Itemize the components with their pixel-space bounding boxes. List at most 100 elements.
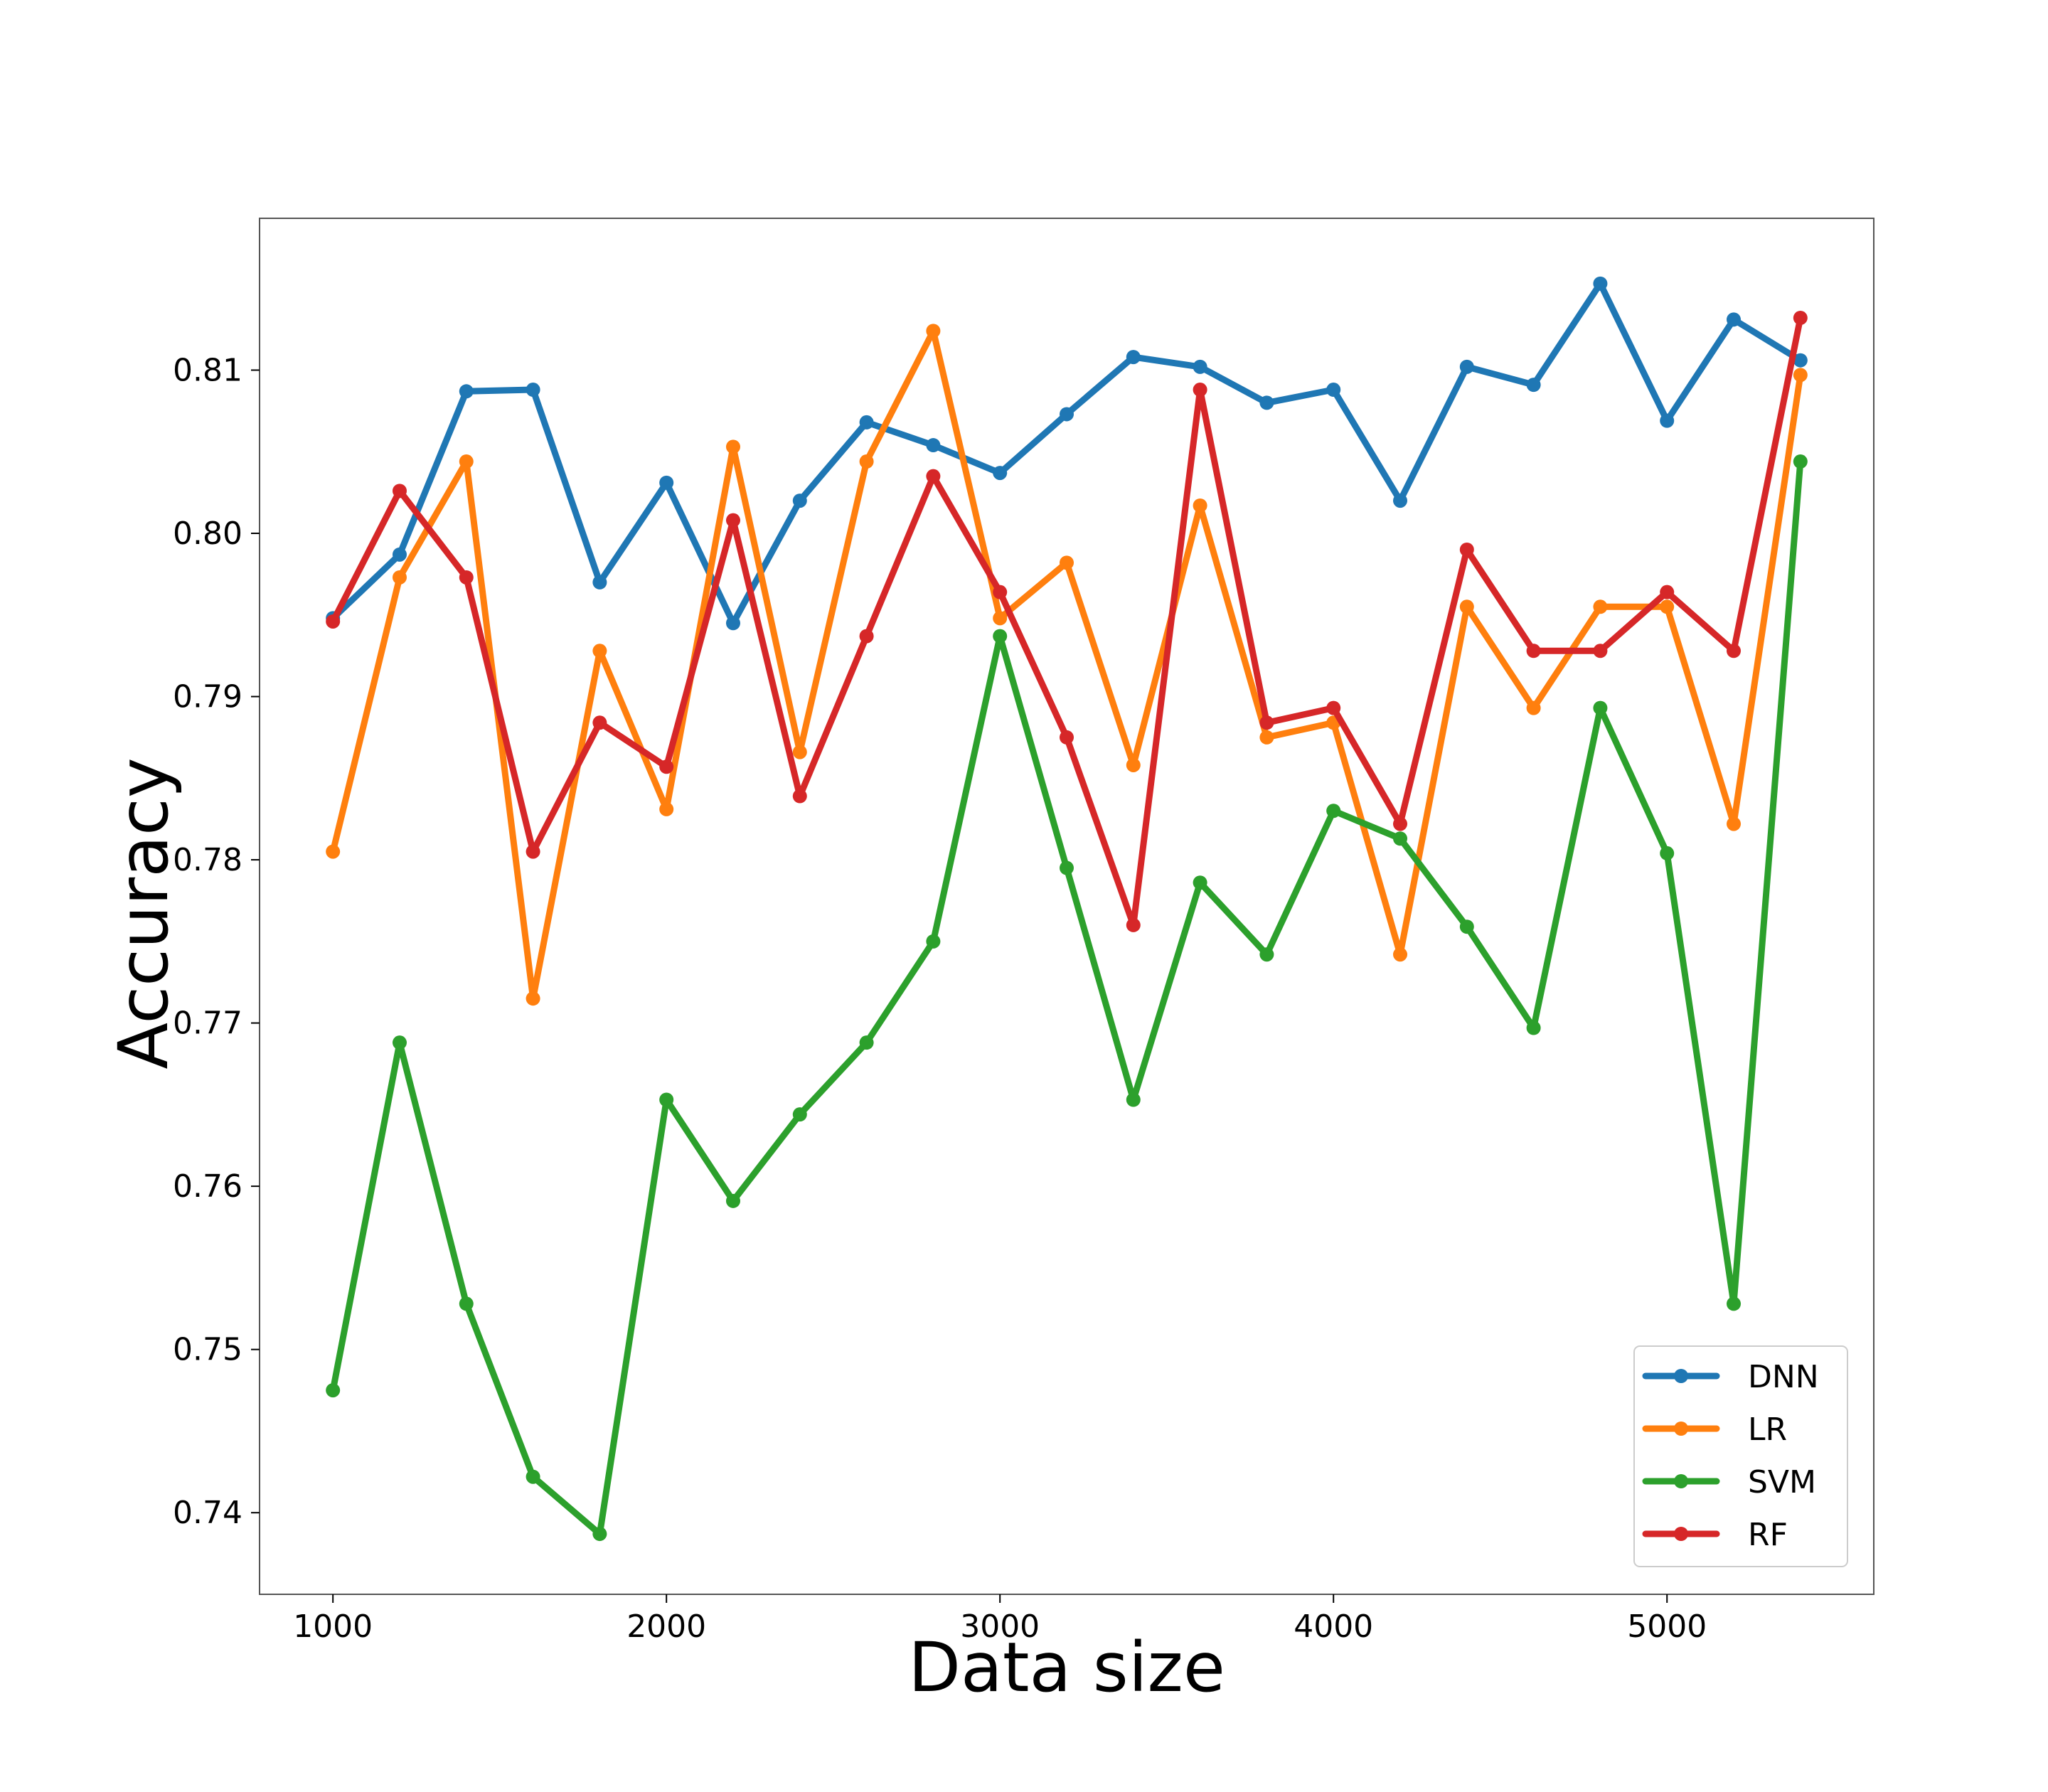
data-point-lr — [1193, 498, 1207, 513]
data-point-lr — [792, 745, 807, 759]
data-point-lr — [926, 324, 941, 338]
data-point-rf — [1793, 311, 1808, 326]
data-point-lr — [725, 439, 740, 454]
data-point-svm — [926, 934, 941, 949]
data-point-svm — [1459, 919, 1474, 934]
legend-label: SVM — [1748, 1464, 1816, 1500]
data-point-rf — [1126, 917, 1141, 932]
legend-swatch-marker — [1674, 1369, 1688, 1383]
data-point-rf — [1593, 644, 1608, 658]
data-point-lr — [1060, 555, 1074, 570]
data-point-dnn — [1193, 359, 1207, 374]
data-point-svm — [459, 1296, 474, 1311]
legend-label: LR — [1748, 1412, 1787, 1448]
data-point-dnn — [592, 575, 607, 590]
legend-label: RF — [1748, 1517, 1788, 1553]
data-point-dnn — [526, 383, 540, 398]
data-point-dnn — [1593, 276, 1608, 291]
data-point-rf — [1660, 585, 1675, 599]
data-point-svm — [993, 629, 1008, 644]
data-point-rf — [1526, 644, 1541, 658]
data-point-rf — [1326, 700, 1341, 715]
data-point-rf — [659, 759, 674, 774]
x-axis-label: Data size — [908, 1628, 1225, 1707]
x-axis: 1000 2000 3000 4000 5000 — [293, 1594, 1707, 1645]
y-tick-label: 0.74 — [173, 1495, 242, 1531]
y-tick-label: 0.80 — [173, 516, 242, 552]
data-point-rf — [1727, 644, 1742, 658]
plot-frame — [259, 218, 1874, 1595]
data-point-svm — [392, 1035, 407, 1050]
data-point-dnn — [859, 415, 874, 430]
data-point-rf — [1193, 383, 1207, 398]
data-point-svm — [1126, 1092, 1141, 1107]
legend-label: DNN — [1748, 1359, 1819, 1395]
data-point-rf — [792, 789, 807, 804]
legend-swatch-marker — [1674, 1422, 1688, 1436]
data-point-rf — [392, 484, 407, 498]
series-line-svm — [329, 458, 1804, 1537]
legend-swatch-marker — [1674, 1527, 1688, 1541]
data-point-svm — [1060, 860, 1074, 875]
data-point-dnn — [1259, 395, 1274, 410]
series-line-lr — [329, 327, 1804, 1002]
data-point-rf — [1259, 715, 1274, 730]
data-point-rf — [459, 570, 474, 585]
series-svm — [326, 454, 1808, 1542]
data-point-svm — [592, 1527, 607, 1542]
data-point-lr — [1126, 757, 1141, 772]
plot-series — [326, 276, 1808, 1542]
data-point-lr — [1593, 599, 1608, 614]
data-point-svm — [1193, 875, 1207, 890]
x-tick-label: 1000 — [293, 1609, 373, 1645]
data-point-dnn — [1060, 407, 1074, 422]
data-point-svm — [659, 1092, 674, 1107]
data-point-lr — [1727, 816, 1742, 831]
data-point-dnn — [1126, 350, 1141, 365]
data-point-svm — [1660, 846, 1675, 860]
data-point-rf — [526, 844, 540, 859]
data-point-dnn — [792, 494, 807, 508]
data-point-dnn — [1326, 383, 1341, 398]
legend: DNN LR SVM RF — [1633, 1345, 1848, 1567]
data-point-rf — [326, 614, 341, 629]
y-tick-label: 0.79 — [173, 679, 242, 715]
data-point-dnn — [1660, 413, 1675, 428]
data-point-lr — [1793, 368, 1808, 383]
legend-swatch-marker — [1674, 1474, 1688, 1488]
data-point-rf — [725, 513, 740, 528]
data-point-dnn — [993, 466, 1008, 481]
x-tick-label: 4000 — [1294, 1609, 1373, 1645]
data-point-lr — [1526, 700, 1541, 715]
data-point-lr — [1660, 599, 1675, 614]
y-tick-label: 0.75 — [173, 1332, 242, 1368]
data-point-dnn — [1459, 359, 1474, 374]
y-axis: 0.74 0.75 0.76 0.77 0.78 0.79 0.80 0.81 — [173, 352, 260, 1531]
data-point-lr — [1393, 947, 1408, 962]
data-point-rf — [1060, 730, 1074, 745]
y-axis-label: Accuracy — [104, 757, 183, 1069]
data-point-dnn — [1727, 312, 1742, 327]
data-point-dnn — [1793, 353, 1808, 368]
data-point-dnn — [1393, 494, 1408, 508]
data-point-lr — [993, 611, 1008, 626]
series-dnn — [326, 276, 1808, 631]
data-point-rf — [859, 629, 874, 644]
data-point-svm — [725, 1193, 740, 1208]
data-point-dnn — [1526, 378, 1541, 393]
data-point-lr — [659, 801, 674, 816]
data-point-dnn — [459, 384, 474, 399]
data-point-lr — [459, 454, 474, 469]
series-rf — [326, 311, 1808, 932]
data-point-lr — [1459, 599, 1474, 614]
data-point-rf — [592, 715, 607, 730]
y-tick-label: 0.81 — [173, 352, 242, 388]
legend-box — [1633, 1345, 1848, 1567]
data-point-dnn — [392, 547, 407, 562]
data-point-dnn — [659, 475, 674, 490]
data-point-svm — [526, 1469, 540, 1484]
x-tick-label: 2000 — [626, 1609, 706, 1645]
data-point-svm — [792, 1107, 807, 1122]
data-point-lr — [859, 454, 874, 469]
data-point-rf — [993, 585, 1008, 599]
